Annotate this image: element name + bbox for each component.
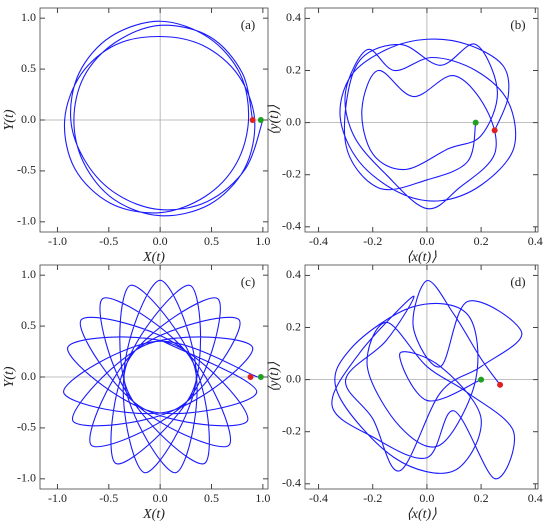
y-tick-label: -1.0 — [17, 471, 36, 485]
y-tick-label: -0.4 — [282, 476, 301, 490]
x-tick-label: -0.2 — [363, 234, 382, 248]
x-tick-label: 0.2 — [474, 491, 489, 505]
y-tick-label: 0.2 — [286, 319, 301, 333]
plot-frame — [304, 264, 539, 490]
x-tick-label: 0.5 — [204, 491, 219, 505]
trajectory — [63, 20, 264, 217]
y-axis-label: Y(t) — [2, 109, 17, 130]
y-tick-label: 0.0 — [21, 369, 36, 383]
x-tick-label: 0.4 — [528, 234, 543, 248]
x-tick-label: 1.0 — [255, 491, 270, 505]
x-tick-label: -0.5 — [99, 491, 118, 505]
y-axis-label: ⟨y(t)⟩ — [267, 361, 282, 392]
x-tick-label: 0.0 — [419, 234, 434, 248]
point-marker — [472, 119, 479, 126]
point-marker — [478, 376, 485, 383]
panel-label: (b) — [510, 17, 525, 32]
panel-label: (d) — [510, 274, 525, 289]
x-axis-label: X(t) — [142, 507, 165, 522]
plot-frame — [304, 7, 539, 233]
x-tick-label: 0.0 — [419, 491, 434, 505]
x-tick-label: -0.5 — [99, 234, 118, 248]
y-axis-label: Y(t) — [2, 366, 17, 387]
x-tick-label: -0.4 — [309, 491, 328, 505]
y-tick-label: -0.5 — [17, 420, 36, 434]
trajectory — [63, 279, 258, 474]
point-marker — [257, 374, 264, 380]
x-tick-label: 1.0 — [255, 234, 270, 248]
x-tick-label: 0.0 — [153, 491, 168, 505]
y-tick-label: 0.4 — [286, 10, 301, 24]
x-tick-label: 0.0 — [153, 234, 168, 248]
panel-label: (a) — [241, 17, 255, 32]
y-tick-label: 0.5 — [21, 61, 36, 75]
point-marker — [247, 374, 254, 380]
y-axis-label: ⟨y(t)⟩ — [267, 104, 282, 135]
trajectory — [331, 280, 523, 480]
y-tick-label: 0.4 — [286, 267, 301, 281]
y-tick-label: -0.2 — [282, 166, 301, 180]
y-tick-label: 0.0 — [286, 371, 301, 385]
x-tick-label: 0.4 — [528, 491, 543, 505]
x-tick-label: -1.0 — [48, 491, 67, 505]
y-tick-label: 0.5 — [21, 318, 36, 332]
y-tick-label: 0.2 — [286, 62, 301, 76]
y-tick-label: -1.0 — [17, 214, 36, 228]
x-tick-label: 0.5 — [204, 234, 219, 248]
x-axis-label: X(t) — [142, 250, 165, 265]
point-marker — [257, 117, 264, 123]
point-marker — [491, 127, 498, 134]
x-axis-label: ⟨x(t)⟩ — [406, 507, 437, 522]
point-marker — [497, 381, 504, 388]
x-tick-label: -0.2 — [363, 491, 382, 505]
x-axis-label: ⟨x(t)⟩ — [406, 250, 437, 265]
panel-label: (c) — [241, 274, 255, 289]
y-tick-label: -0.2 — [282, 423, 301, 437]
x-tick-label: 0.2 — [474, 234, 489, 248]
y-tick-label: -0.5 — [17, 163, 36, 177]
point-marker — [249, 117, 256, 123]
y-tick-label: 0.0 — [21, 112, 36, 126]
plot-frame — [39, 7, 269, 233]
y-tick-label: 1.0 — [21, 10, 36, 24]
y-tick-label: 0.0 — [286, 114, 301, 128]
plot-frame — [39, 264, 269, 490]
trajectory — [339, 38, 517, 210]
y-tick-label: 1.0 — [21, 267, 36, 281]
x-tick-label: -0.4 — [309, 234, 328, 248]
x-tick-label: -1.0 — [48, 234, 67, 248]
y-tick-label: -0.4 — [282, 219, 301, 233]
